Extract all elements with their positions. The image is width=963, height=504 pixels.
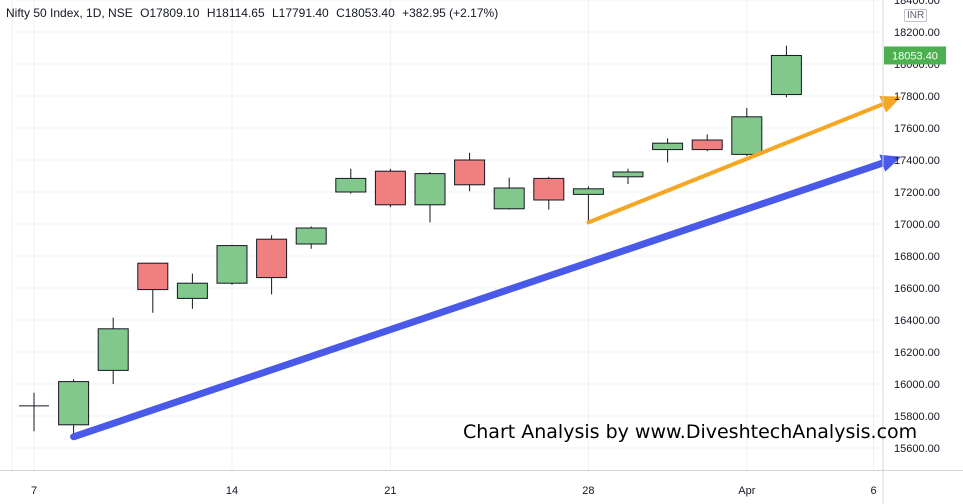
candle <box>58 379 90 436</box>
y-tick-label: 17000.00 <box>894 219 940 231</box>
legend-close: C18053.40 <box>336 6 395 20</box>
legend-open: O17809.10 <box>140 6 200 20</box>
candle-body <box>691 139 723 151</box>
candle-body <box>295 227 327 245</box>
candle-body <box>256 238 288 279</box>
y-tick-label: 17400.00 <box>894 155 940 167</box>
candle-body <box>137 262 169 291</box>
candles-layer <box>19 45 802 436</box>
blue-trend-arrow <box>70 154 902 441</box>
candle <box>295 226 327 249</box>
candle <box>414 172 446 223</box>
trend-arrows-layer <box>70 95 902 441</box>
x-tick-label: 21 <box>384 485 396 497</box>
candle-body <box>216 245 248 284</box>
candle-body <box>572 188 604 195</box>
candle-body <box>374 170 406 206</box>
y-tick-label: 16400.00 <box>894 315 940 327</box>
y-tick-label: 18200.00 <box>894 27 940 39</box>
y-tick-label: 16800.00 <box>894 251 940 263</box>
chart-grid <box>11 0 883 470</box>
candle-body <box>454 159 486 186</box>
y-tick-label: 18400.00 <box>894 0 940 7</box>
x-tick-label: 14 <box>226 485 238 497</box>
candle <box>19 392 49 432</box>
last-price-tag <box>884 46 946 65</box>
orange-trend-arrow <box>586 95 902 225</box>
y-tick-label: 17800.00 <box>894 91 940 103</box>
candle <box>216 244 248 285</box>
candle <box>176 273 208 309</box>
candle <box>335 168 367 194</box>
legend-change: +382.95 (+2.17%) <box>402 6 499 20</box>
candle <box>652 138 684 163</box>
y-tick-label: 16000.00 <box>894 379 940 391</box>
y-tick-label: 16600.00 <box>894 283 940 295</box>
candle <box>454 152 486 192</box>
x-tick-label: Apr <box>738 485 755 497</box>
candle-body <box>652 142 684 151</box>
candle <box>137 262 169 313</box>
candle <box>691 134 723 152</box>
x-tick-label: 6 <box>870 485 876 497</box>
candle-body <box>58 381 90 426</box>
y-tick-label: 15600.00 <box>894 443 940 455</box>
last-price-label: 18053.40 <box>892 50 938 62</box>
candle-body <box>97 328 129 371</box>
candle <box>731 108 763 156</box>
candle <box>572 186 604 223</box>
legend-symbol: Nifty 50 Index, 1D, NSE <box>6 6 133 20</box>
candle <box>770 45 802 98</box>
x-tick-label: 28 <box>582 485 594 497</box>
candle-body <box>770 54 802 96</box>
candle-body <box>731 116 763 155</box>
candle-body <box>493 187 525 210</box>
watermark-text: Chart Analysis by www.DiveshtechAnalysis… <box>463 421 918 443</box>
ohlc-legend: Nifty 50 Index, 1D, NSE O17809.10 H18114… <box>6 6 502 20</box>
candle-body <box>335 177 367 193</box>
candle <box>533 176 565 210</box>
orange-trend-arrow-head <box>879 95 902 113</box>
candle-body <box>414 173 446 206</box>
blue-trend-arrow-head <box>879 154 902 172</box>
currency-badge[interactable]: INR <box>904 9 928 22</box>
y-tick-label: 15800.00 <box>894 411 940 423</box>
candle <box>493 177 525 210</box>
y-tick-label: 17200.00 <box>894 187 940 199</box>
candle-body <box>533 177 565 201</box>
candle-body <box>612 171 644 178</box>
orange-trend-arrow-shaft <box>586 102 885 225</box>
candle <box>97 317 129 384</box>
candle-body <box>176 282 208 299</box>
y-tick-label: 17600.00 <box>894 123 940 135</box>
candle <box>374 168 406 208</box>
candle <box>612 168 644 184</box>
legend-low: L17791.40 <box>271 6 329 20</box>
candle <box>256 235 288 295</box>
x-tick-label: 7 <box>31 485 37 497</box>
blue-trend-arrow-shaft <box>70 159 886 441</box>
legend-high: H18114.65 <box>206 6 265 20</box>
y-tick-label: 16200.00 <box>894 347 940 359</box>
